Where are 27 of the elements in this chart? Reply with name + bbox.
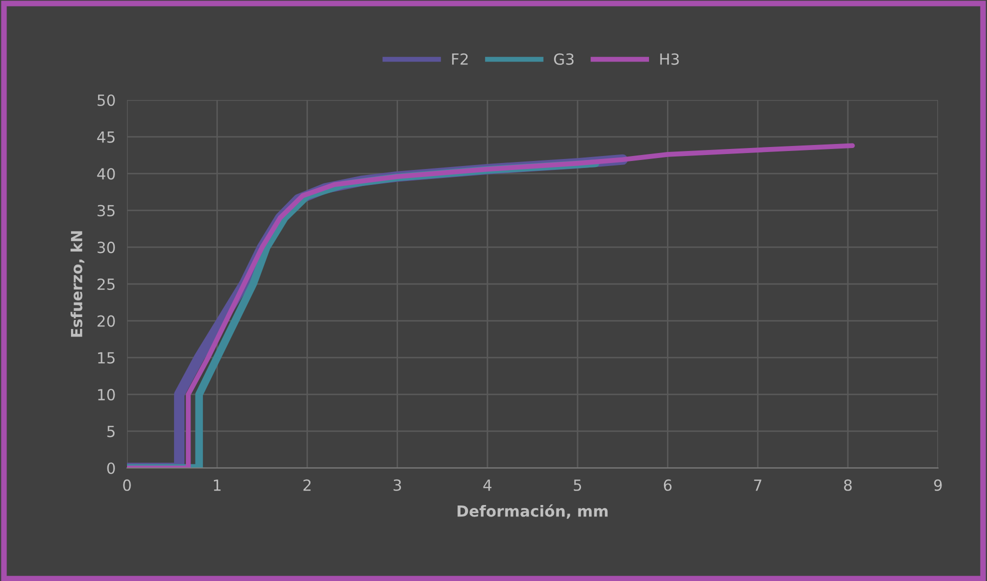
y-axis-title: Esfuerzo, kN: [70, 231, 84, 337]
x-tick-label: 5: [574, 480, 582, 491]
x-tick-label: 1: [214, 480, 221, 491]
y-tick-label: 15: [98, 352, 115, 364]
y-tick-label: 45: [97, 131, 115, 143]
y-tick-label: 35: [98, 204, 115, 216]
y-tick-label: 50: [98, 94, 115, 106]
legend-label: F2: [452, 53, 468, 65]
x-tick-label: 8: [844, 479, 852, 491]
line-series: [127, 143, 855, 468]
x-tick-label: 9: [934, 479, 942, 491]
legend-label: G3: [554, 53, 574, 65]
x-tick-label: 2: [303, 479, 311, 491]
x-tick-label: 0: [123, 479, 131, 491]
x-axis-title: Deformación, mm: [458, 504, 608, 519]
y-tick-label: 25: [98, 278, 115, 290]
x-tick-label: 3: [394, 479, 401, 491]
y-tick-label: 0: [107, 462, 115, 474]
x-tick-label: 7: [754, 480, 762, 491]
y-tick-label: 20: [98, 315, 115, 327]
legend-label: H3: [660, 53, 679, 65]
y-tick-label: 30: [98, 242, 115, 254]
y-tick-label: 10: [98, 388, 115, 400]
x-tick-label: 6: [664, 479, 672, 491]
y-tick-label: 5: [107, 426, 115, 438]
x-tick-label: 4: [483, 480, 492, 491]
y-tick-label: 40: [97, 168, 115, 180]
